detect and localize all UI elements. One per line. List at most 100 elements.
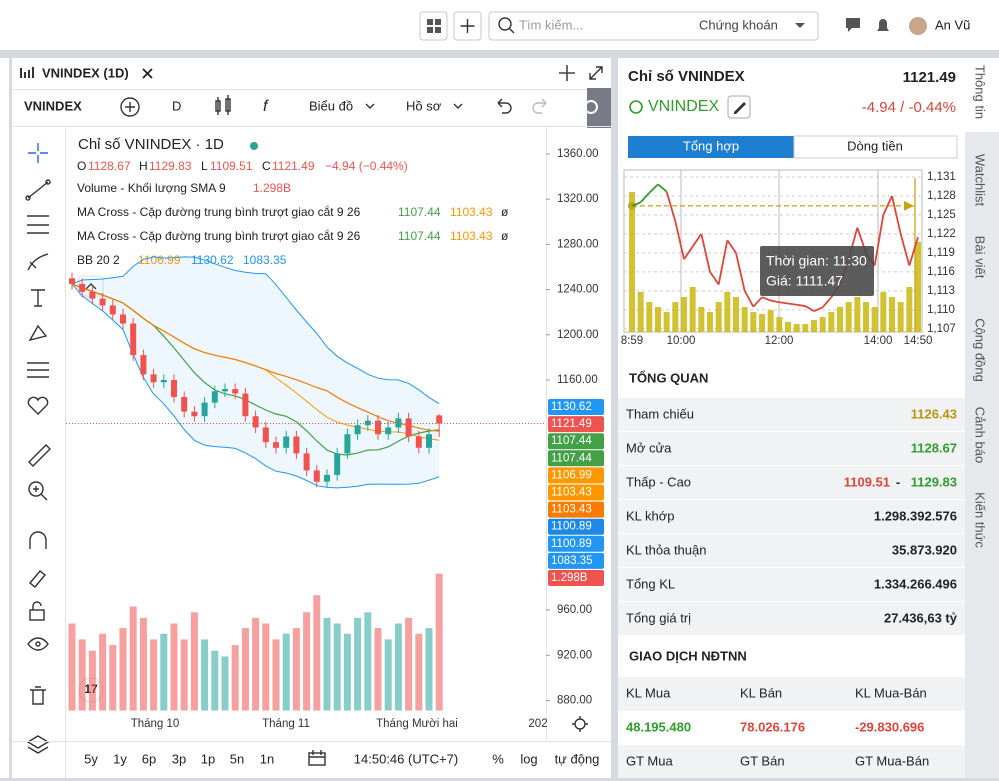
volume-bar — [897, 302, 904, 332]
close-tab[interactable] — [142, 68, 153, 79]
volume-bar — [906, 287, 913, 332]
x-tick-label: 14:50 — [904, 335, 933, 347]
candle-type[interactable] — [215, 95, 231, 115]
price-label-box — [548, 518, 604, 535]
side-tab[interactable]: Bài viết — [973, 236, 988, 279]
percent-toggle[interactable]: % — [492, 751, 504, 766]
ma-slow: 1103.43 — [450, 229, 493, 243]
price-label: 1103.43 — [551, 487, 592, 499]
plus-icon — [460, 19, 475, 33]
volume-bar — [150, 639, 158, 711]
compare[interactable] — [125, 102, 135, 112]
row-label: Tổng KL — [626, 576, 675, 591]
price-segment — [821, 296, 833, 308]
redo[interactable] — [532, 98, 547, 114]
chart-type[interactable]: Biểu đồ — [309, 98, 353, 113]
search-box[interactable] — [488, 11, 819, 41]
volume-bar — [364, 612, 372, 711]
volume-bar — [425, 628, 433, 711]
range-button[interactable]: 6p — [142, 751, 156, 766]
ma-fast: 1107.44 — [398, 229, 441, 243]
price-label-box — [548, 450, 604, 467]
date-range-icon[interactable] — [308, 750, 326, 766]
tab-summary[interactable] — [628, 136, 794, 158]
chart-tab-title: VNINDEX (1D) — [42, 65, 129, 80]
candle-body — [140, 355, 147, 375]
interval[interactable]: D — [172, 98, 181, 113]
price-segment — [787, 302, 797, 306]
range-button[interactable]: 5n — [230, 751, 244, 766]
side-tab[interactable]: Cộng đồng — [973, 318, 988, 382]
volume-bar — [221, 656, 229, 711]
indicators[interactable]: f — [263, 98, 269, 115]
x-tick-label: Tháng Mười hai — [376, 718, 458, 730]
layout-button[interactable] — [419, 11, 448, 41]
add-chart[interactable] — [559, 65, 575, 81]
candle-body — [293, 436, 300, 454]
volume-bar — [211, 650, 219, 711]
range-button[interactable]: 1p — [201, 751, 215, 766]
maximize[interactable] — [589, 66, 603, 80]
y-tick-label: 1,128 — [927, 190, 956, 202]
auto-toggle[interactable]: tự động — [555, 751, 600, 766]
candle-body — [69, 278, 75, 284]
chat-icon[interactable] — [846, 18, 860, 32]
settings-tab[interactable] — [587, 88, 611, 128]
range-button[interactable]: 3p — [172, 751, 186, 766]
volume-bar — [802, 324, 809, 332]
foreign-header2-bg — [618, 745, 965, 778]
bell-icon[interactable] — [877, 19, 889, 33]
foreign-values-bg — [618, 711, 965, 745]
candle-body — [395, 418, 402, 428]
tab-label[interactable]: Dòng tiền — [847, 138, 903, 153]
log-toggle[interactable]: log — [520, 751, 537, 766]
symbol[interactable]: VNINDEX — [24, 98, 82, 113]
price-segment — [665, 191, 677, 222]
tooltip-price: Giá: 1111.47 — [766, 273, 843, 289]
reference-arrow — [904, 200, 914, 211]
market-select[interactable]: Chứng khoán — [699, 17, 778, 32]
range-button[interactable]: 1y — [113, 751, 127, 766]
price-segment — [640, 192, 650, 203]
volume-bar — [323, 617, 331, 711]
volume-bar — [655, 307, 661, 332]
side-tab[interactable]: Watchlist — [973, 154, 988, 207]
tab-money-flow[interactable] — [793, 135, 958, 159]
candle-body — [150, 374, 157, 383]
y-tick-label: 1,122 — [927, 228, 956, 240]
tab-label[interactable]: Tổng hợp — [683, 138, 739, 153]
user-name[interactable]: An Vũ — [935, 17, 970, 32]
candle-body — [89, 291, 96, 299]
volume-bar — [415, 633, 423, 711]
foreign-header-bg — [618, 677, 965, 711]
side-tab[interactable]: Thông tin — [973, 65, 988, 119]
volume-bar — [109, 645, 117, 711]
price-segment — [804, 305, 815, 312]
open-label: O — [77, 159, 86, 173]
foreign-header: KL Mua-Bán — [855, 685, 927, 700]
undo[interactable] — [497, 98, 512, 114]
profile[interactable]: Hồ sơ — [406, 98, 442, 113]
candle-body — [426, 434, 432, 448]
candle-body — [283, 436, 290, 448]
grid-icon — [427, 19, 441, 33]
range-button[interactable]: 5y — [84, 751, 98, 766]
side-tab[interactable]: Cảnh báo — [973, 407, 988, 463]
price-segment — [735, 252, 746, 292]
avatar[interactable] — [909, 17, 927, 35]
volume-bar — [394, 623, 402, 711]
drawing-tools[interactable] — [25, 143, 51, 754]
volume-bar — [750, 312, 757, 332]
row-value: 1128.67 — [911, 440, 957, 455]
side-tab[interactable]: Kiến thức — [973, 492, 988, 548]
row-label: Tham chiếu — [626, 406, 694, 421]
info-symbol: VNINDEX — [648, 98, 719, 115]
y-tick-label: 1,107 — [927, 323, 956, 335]
range-button[interactable]: 1n — [260, 751, 274, 766]
y-tick-label: 1,119 — [927, 247, 955, 259]
candle-body — [415, 436, 422, 448]
overview-row — [618, 568, 965, 601]
price-label: 1103.43 — [551, 504, 592, 516]
volume-bar — [672, 302, 679, 332]
low-value: 1109.51 — [210, 159, 253, 173]
